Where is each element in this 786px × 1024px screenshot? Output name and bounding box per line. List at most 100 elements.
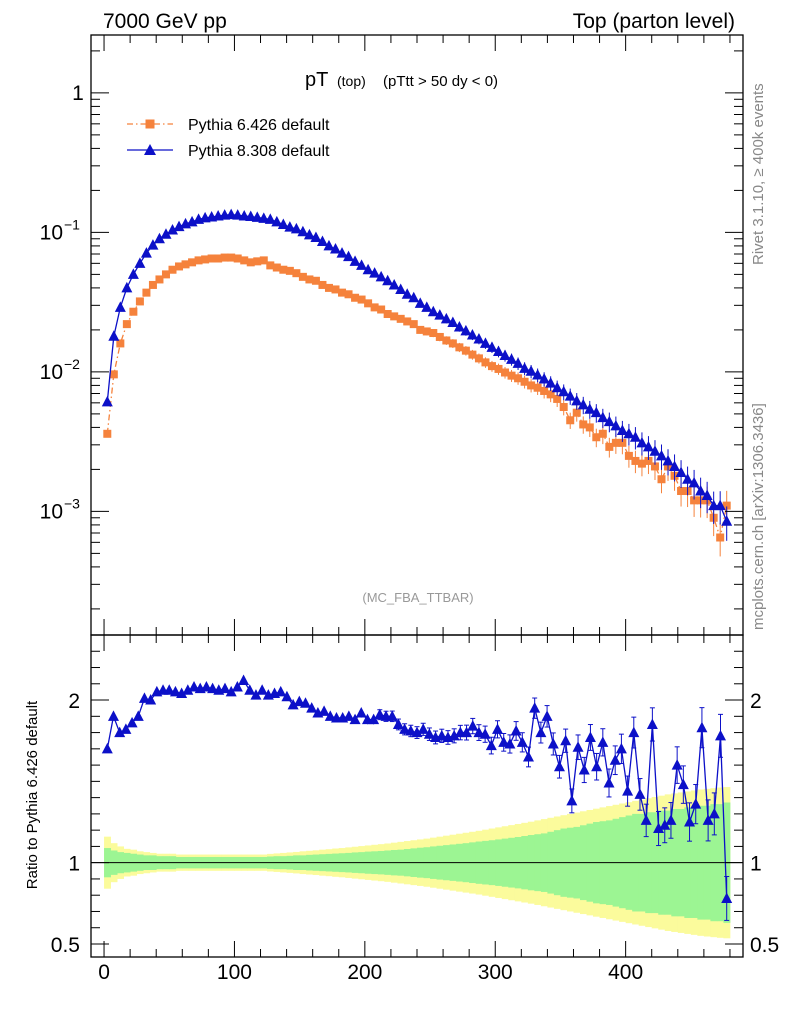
pythia6-point xyxy=(520,377,529,386)
pythia6-point xyxy=(194,256,203,265)
ratio-y-tick-label-right: 0.5 xyxy=(750,934,779,957)
pythia6-point xyxy=(259,256,268,265)
pythia6-point xyxy=(311,276,320,285)
header-right: Top (parton level) xyxy=(573,10,735,33)
title-main: pT xyxy=(305,69,328,91)
pythia6-point xyxy=(351,293,360,302)
ratio-point xyxy=(275,685,287,697)
pythia6-point xyxy=(481,358,490,367)
ratio-point xyxy=(646,718,658,729)
pythia8-point xyxy=(290,222,302,234)
ratio-point xyxy=(188,681,200,692)
pythia6-point xyxy=(109,370,118,379)
pythia8-point xyxy=(688,476,700,488)
pythia8-point xyxy=(330,243,341,254)
ratio-point xyxy=(461,726,473,738)
pythia8-point xyxy=(584,403,596,414)
pythia6-point xyxy=(175,262,184,271)
pythia8-point xyxy=(114,301,126,312)
ratio-point xyxy=(684,816,696,827)
pythia6-point xyxy=(566,416,575,425)
ratio-point xyxy=(522,750,534,762)
pythia6-point xyxy=(338,288,347,297)
pythia6-point xyxy=(396,314,405,323)
legend-pythia6-label: Pythia 6.426 default xyxy=(188,117,330,134)
pythia6-point xyxy=(722,501,731,510)
pythia8-point xyxy=(577,398,589,410)
pythia8-point xyxy=(414,297,426,308)
pythia8-point xyxy=(610,419,622,431)
ratio-point xyxy=(132,710,144,721)
ratio-point xyxy=(467,720,479,731)
pythia8-point xyxy=(636,436,648,448)
ratio-point xyxy=(169,685,181,697)
pythia6-point xyxy=(435,332,444,341)
pythia8-point xyxy=(121,281,133,293)
pythia8-point xyxy=(316,235,328,247)
ratio-point xyxy=(250,689,262,700)
ratio-y-tick-label: 1 xyxy=(68,853,80,876)
pythia8-point xyxy=(479,337,491,348)
header-left: 7000 GeV pp xyxy=(103,10,227,33)
ratio-point xyxy=(541,710,553,721)
pythia6-point xyxy=(572,408,581,417)
legend-entry-pythia6: Pythia 6.426 default xyxy=(127,117,330,134)
pythia8-point xyxy=(349,255,361,266)
pythia6-point xyxy=(240,256,249,265)
ratio-point xyxy=(355,707,367,718)
ratio-point xyxy=(696,721,708,733)
pythia6-point xyxy=(605,442,614,451)
pythia6-point xyxy=(220,253,229,262)
pythia6-point xyxy=(650,462,659,471)
pythia8-point xyxy=(160,228,172,239)
pythia6-point xyxy=(487,362,496,371)
ratio-point xyxy=(677,778,689,790)
ratio-plot-panel: 0.5 0.5 1 1 2 2 0 100 200 300 400 xyxy=(51,634,779,984)
pythia8-point xyxy=(401,288,413,299)
pythia6-point xyxy=(331,285,340,294)
pythia8-point xyxy=(649,445,661,456)
main-y-tick-label: 10 xyxy=(40,221,63,244)
pythia6-point xyxy=(148,280,157,289)
ratio-point xyxy=(138,692,150,703)
pythia8-point xyxy=(382,274,394,286)
ratio-point xyxy=(708,807,720,819)
pythia8-point xyxy=(421,301,433,312)
ratio-point xyxy=(572,741,584,752)
ratio-point xyxy=(386,710,398,721)
ratio-point xyxy=(207,682,219,694)
pythia8-point xyxy=(323,239,335,251)
pythia6-point xyxy=(657,475,666,484)
pythia6-point xyxy=(585,423,594,432)
pythia8-point xyxy=(571,394,583,406)
pythia6-point xyxy=(155,275,164,284)
ratio-point xyxy=(516,736,528,747)
ratio-point xyxy=(448,729,460,741)
pythia6-point xyxy=(553,394,562,403)
pythia6-point xyxy=(103,429,112,438)
pythia6-point xyxy=(514,374,523,383)
ratio-point xyxy=(238,674,250,686)
ratio-point xyxy=(665,814,677,825)
pythia8-point xyxy=(271,215,283,227)
pythia6-point xyxy=(474,354,483,363)
pythia8-point xyxy=(721,515,733,526)
main-x-axis-ticks xyxy=(103,35,731,635)
x-tick-label: 100 xyxy=(217,961,252,984)
pythia8-point xyxy=(447,316,459,327)
pythia8-point xyxy=(473,333,485,344)
pythia6-point xyxy=(298,272,307,281)
pythia8-point xyxy=(545,377,557,388)
pythia6-point xyxy=(592,433,601,442)
pythia6-point xyxy=(181,260,190,269)
pythia6-point xyxy=(540,386,549,395)
ratio-point xyxy=(318,705,330,716)
pythia8-point xyxy=(675,466,687,478)
pythia6-point xyxy=(246,258,255,267)
ratio-point xyxy=(615,742,627,754)
pythia8-point xyxy=(551,381,563,393)
main-y-tick-exponent: −2 xyxy=(64,356,80,372)
pythia8-point xyxy=(701,489,713,500)
pythia6-point xyxy=(416,325,425,334)
pythia8-point xyxy=(297,225,309,237)
